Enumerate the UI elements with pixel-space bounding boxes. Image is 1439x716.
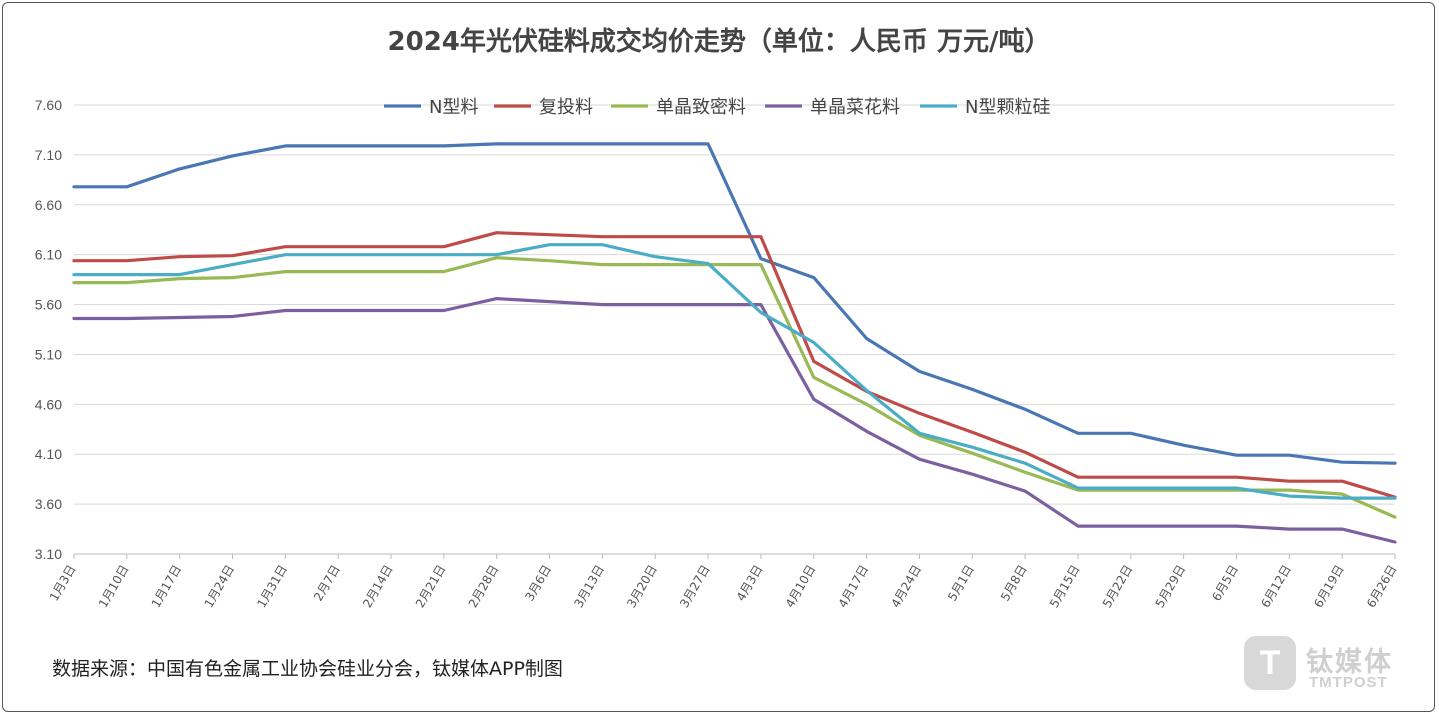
x-tick-label: 2月14日 [360, 563, 396, 611]
legend-label: 单晶菜花料 [810, 97, 900, 118]
chart-title: 2024年光伏硅料成交均价走势（单位：人民币 万元/吨） [388, 26, 1051, 57]
x-tick-label: 3月20日 [624, 563, 660, 611]
series-line-4 [72, 243, 1397, 500]
y-tick-label: 3.10 [35, 546, 62, 562]
x-tick-label: 5月15日 [1047, 563, 1083, 611]
brand-name-cn: 钛媒体 [1306, 647, 1393, 678]
x-tick-label: 4月17日 [836, 563, 872, 611]
price-trend-chart: 2024年光伏硅料成交均价走势（单位：人民币 万元/吨） 7.60 7.10 6.6… [35, 26, 1400, 610]
x-tick-label: 4月3日 [734, 563, 766, 604]
legend: N型料 复投料 单晶致密料 单晶菜花料 N型颗粒硅 [384, 97, 1050, 118]
x-axis: 1月3日 1月10日 1月17日 1月24日 1月31日 2月7日 2月14日 2月21日 2月… [47, 554, 1400, 610]
x-tick-label: 5月1日 [945, 563, 977, 604]
series-line-2 [72, 256, 1397, 519]
x-tick-label: 2月21日 [413, 563, 449, 611]
x-tick-label: 1月31日 [254, 563, 290, 611]
brand-name-en: TMTPOST [1309, 674, 1388, 691]
x-tick-label: 3月6日 [522, 563, 554, 604]
legend-label: 单晶致密料 [656, 97, 746, 118]
y-tick-label: 4.10 [35, 446, 62, 462]
y-axis: 7.60 7.10 6.60 6.10 5.60 5.10 4.60 4.10 3.60 3.10 [35, 97, 62, 562]
y-tick-label: 3.60 [35, 496, 62, 512]
x-tick-label: 1月3日 [47, 563, 79, 604]
x-tick-label: 6月5日 [1209, 563, 1241, 604]
series-line-0 [72, 142, 1397, 465]
x-tick-label: 2月7日 [311, 563, 343, 604]
x-tick-label: 4月10日 [783, 563, 819, 611]
x-tick-label: 3月13日 [571, 563, 607, 611]
y-tick-label: 6.10 [35, 247, 62, 263]
series-line-1 [72, 231, 1397, 499]
x-tick-label: 5月8日 [998, 563, 1030, 604]
x-tick-label: 4月24日 [888, 563, 924, 611]
legend-label: 复投料 [539, 97, 593, 118]
tmtpost-logo-icon: T [1244, 636, 1296, 690]
x-tick-label: 5月29日 [1153, 563, 1189, 611]
y-tick-label: 7.10 [35, 147, 62, 163]
x-tick-label: 3月27日 [677, 563, 713, 611]
logo-glyph: T [1259, 644, 1281, 682]
legend-label: N型料 [429, 97, 478, 118]
x-tick-label: 2月28日 [466, 563, 502, 611]
y-tick-label: 7.60 [35, 97, 62, 113]
x-tick-label: 6月12日 [1258, 563, 1294, 611]
data-source-note: 数据来源：中国有色金属工业协会硅业分会，钛媒体APP制图 [52, 658, 563, 680]
gridlines [74, 104, 1395, 555]
y-tick-label: 4.60 [35, 396, 62, 412]
series-line-3 [72, 297, 1397, 544]
x-tick-label: 5月22日 [1100, 563, 1136, 611]
x-tick-label: 6月19日 [1311, 563, 1347, 611]
x-tick-label: 1月10日 [96, 563, 132, 611]
legend-label: N型颗粒硅 [965, 97, 1050, 118]
y-tick-label: 5.60 [35, 297, 62, 313]
series-lines [72, 142, 1397, 544]
x-tick-label: 1月24日 [202, 563, 238, 611]
y-tick-label: 5.10 [35, 346, 62, 362]
x-tick-label: 1月17日 [149, 563, 185, 611]
x-tick-label: 6月26日 [1364, 563, 1400, 611]
y-tick-label: 6.60 [35, 197, 62, 213]
